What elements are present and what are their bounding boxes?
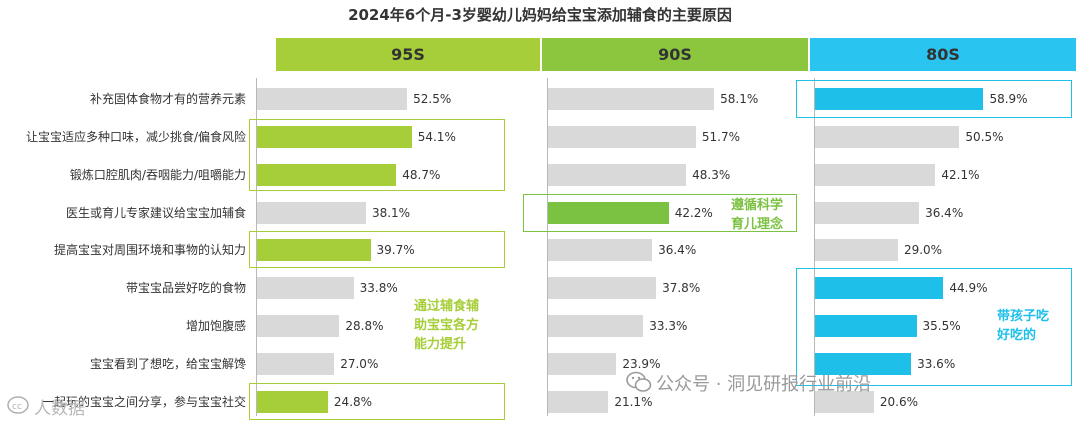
bar-90s	[548, 164, 687, 186]
data-label: 58.1%	[720, 92, 759, 106]
data-label: 28.8%	[345, 319, 384, 333]
bar-90s	[548, 202, 669, 224]
highlight-box-95s	[249, 231, 505, 268]
annotation-line: 好吃的	[997, 328, 1037, 343]
data-label: 42.1%	[941, 168, 980, 182]
category-label: 补充固体食物才有的营养元素	[89, 92, 246, 106]
bar-95s	[257, 277, 354, 299]
bar-95s	[257, 239, 371, 261]
annotation-line: 遵循科学	[731, 198, 784, 213]
data-label: 58.9%	[989, 92, 1028, 106]
annotation-90s: 遵循科学 育儿理念	[731, 196, 783, 234]
bar-80s	[815, 391, 874, 413]
category-label: 带宝宝品尝好吃的食物	[125, 281, 246, 295]
annotation-80s: 带孩子吃 好吃的	[997, 307, 1049, 345]
series-header-80s: 80S	[810, 38, 1076, 71]
annotation-line: 育儿理念	[731, 217, 784, 232]
bar-80s	[815, 353, 912, 375]
category-label: 锻炼口腔肌肉/吞咽能力/咀嚼能力	[69, 168, 246, 182]
annotation-95s: 通过辅食辅助宝宝各方能力提升	[414, 297, 479, 354]
annotation-line: 带孩子吃	[997, 309, 1050, 324]
data-label: 50.5%	[965, 130, 1004, 144]
highlight-box-80s	[796, 80, 1072, 118]
bar-95s	[257, 353, 335, 375]
category-label: 让宝宝适应多种口味，减少挑食/偏食风险	[25, 130, 246, 144]
data-label: 36.4%	[925, 206, 964, 220]
annotation-line: 通过辅食辅	[414, 299, 480, 314]
data-label: 48.3%	[692, 168, 731, 182]
brand-logo-icon: cc	[7, 396, 29, 414]
category-label: 一起玩的宝宝之间分享，参与宝宝社交	[41, 395, 246, 409]
data-label: 27.0%	[340, 357, 379, 371]
annotation-line: 助宝宝各方	[414, 318, 480, 333]
data-label: 29.0%	[903, 243, 943, 257]
category-label: 宝宝看到了想吃，给宝宝解馋	[89, 357, 246, 371]
bar-80s	[815, 126, 960, 148]
highlight-box-95s	[249, 383, 505, 420]
bar-95s	[257, 391, 328, 413]
bar-90s	[548, 126, 696, 148]
data-label: 48.7%	[402, 168, 441, 182]
category-label: 提高宝宝对周围环境和事物的认知力	[53, 243, 246, 257]
axis-line	[256, 78, 257, 416]
bar-80s	[815, 315, 917, 337]
brand-logo-text: 人数据	[34, 399, 85, 419]
bar-90s	[548, 353, 617, 375]
bar-90s	[548, 239, 653, 261]
bar-95s	[257, 164, 397, 186]
bar-95s	[257, 315, 340, 337]
highlight-box-80s	[796, 268, 1072, 386]
bar-90s	[548, 88, 715, 110]
svg-text:cc: cc	[12, 402, 22, 412]
watermark-text: 公众号 · 洞见研报行业前沿	[656, 374, 872, 395]
bar-80s	[815, 277, 944, 299]
bar-95s	[257, 126, 412, 148]
data-label: 44.9%	[949, 281, 988, 295]
series-header-90s: 90S	[542, 38, 808, 71]
category-label: 增加饱腹感	[185, 319, 246, 333]
data-label: 21.1%	[614, 395, 653, 409]
annotation-line: 能力提升	[414, 337, 467, 352]
data-label: 51.7%	[701, 130, 740, 144]
data-label: 54.1%	[417, 130, 456, 144]
bar-90s	[548, 277, 657, 299]
data-label: 24.8%	[333, 395, 373, 409]
highlight-box-90s	[523, 194, 797, 232]
highlight-box-95s	[249, 119, 505, 191]
axis-line	[814, 78, 815, 416]
data-label: 36.4%	[658, 243, 697, 257]
category-label: 医生或育儿专家建议给宝宝加辅食	[65, 206, 246, 220]
data-label: 52.5%	[413, 92, 452, 106]
bar-95s	[257, 202, 366, 224]
data-label: 33.3%	[649, 319, 688, 333]
data-label: 20.6%	[879, 395, 919, 409]
data-label: 42.2%	[674, 206, 713, 220]
data-label: 33.6%	[917, 357, 956, 371]
bar-80s	[815, 88, 984, 110]
data-label: 35.5%	[922, 319, 961, 333]
data-label: 39.7%	[376, 243, 415, 257]
data-label: 38.1%	[371, 206, 411, 220]
wechat-icon	[626, 371, 652, 392]
bar-80s	[815, 202, 920, 224]
data-label: 33.8%	[359, 281, 398, 295]
bar-80s	[815, 164, 936, 186]
data-label: 37.8%	[662, 281, 701, 295]
bar-80s	[815, 239, 898, 261]
series-header-95s: 95S	[276, 38, 540, 71]
axis-line	[547, 78, 548, 416]
bar-90s	[548, 391, 609, 413]
bar-95s	[257, 88, 408, 110]
chart-title: 2024年6个月-3岁婴幼儿妈妈给宝宝添加辅食的主要原因	[348, 6, 732, 24]
bar-90s	[548, 315, 644, 337]
data-label: 23.9%	[622, 357, 661, 371]
